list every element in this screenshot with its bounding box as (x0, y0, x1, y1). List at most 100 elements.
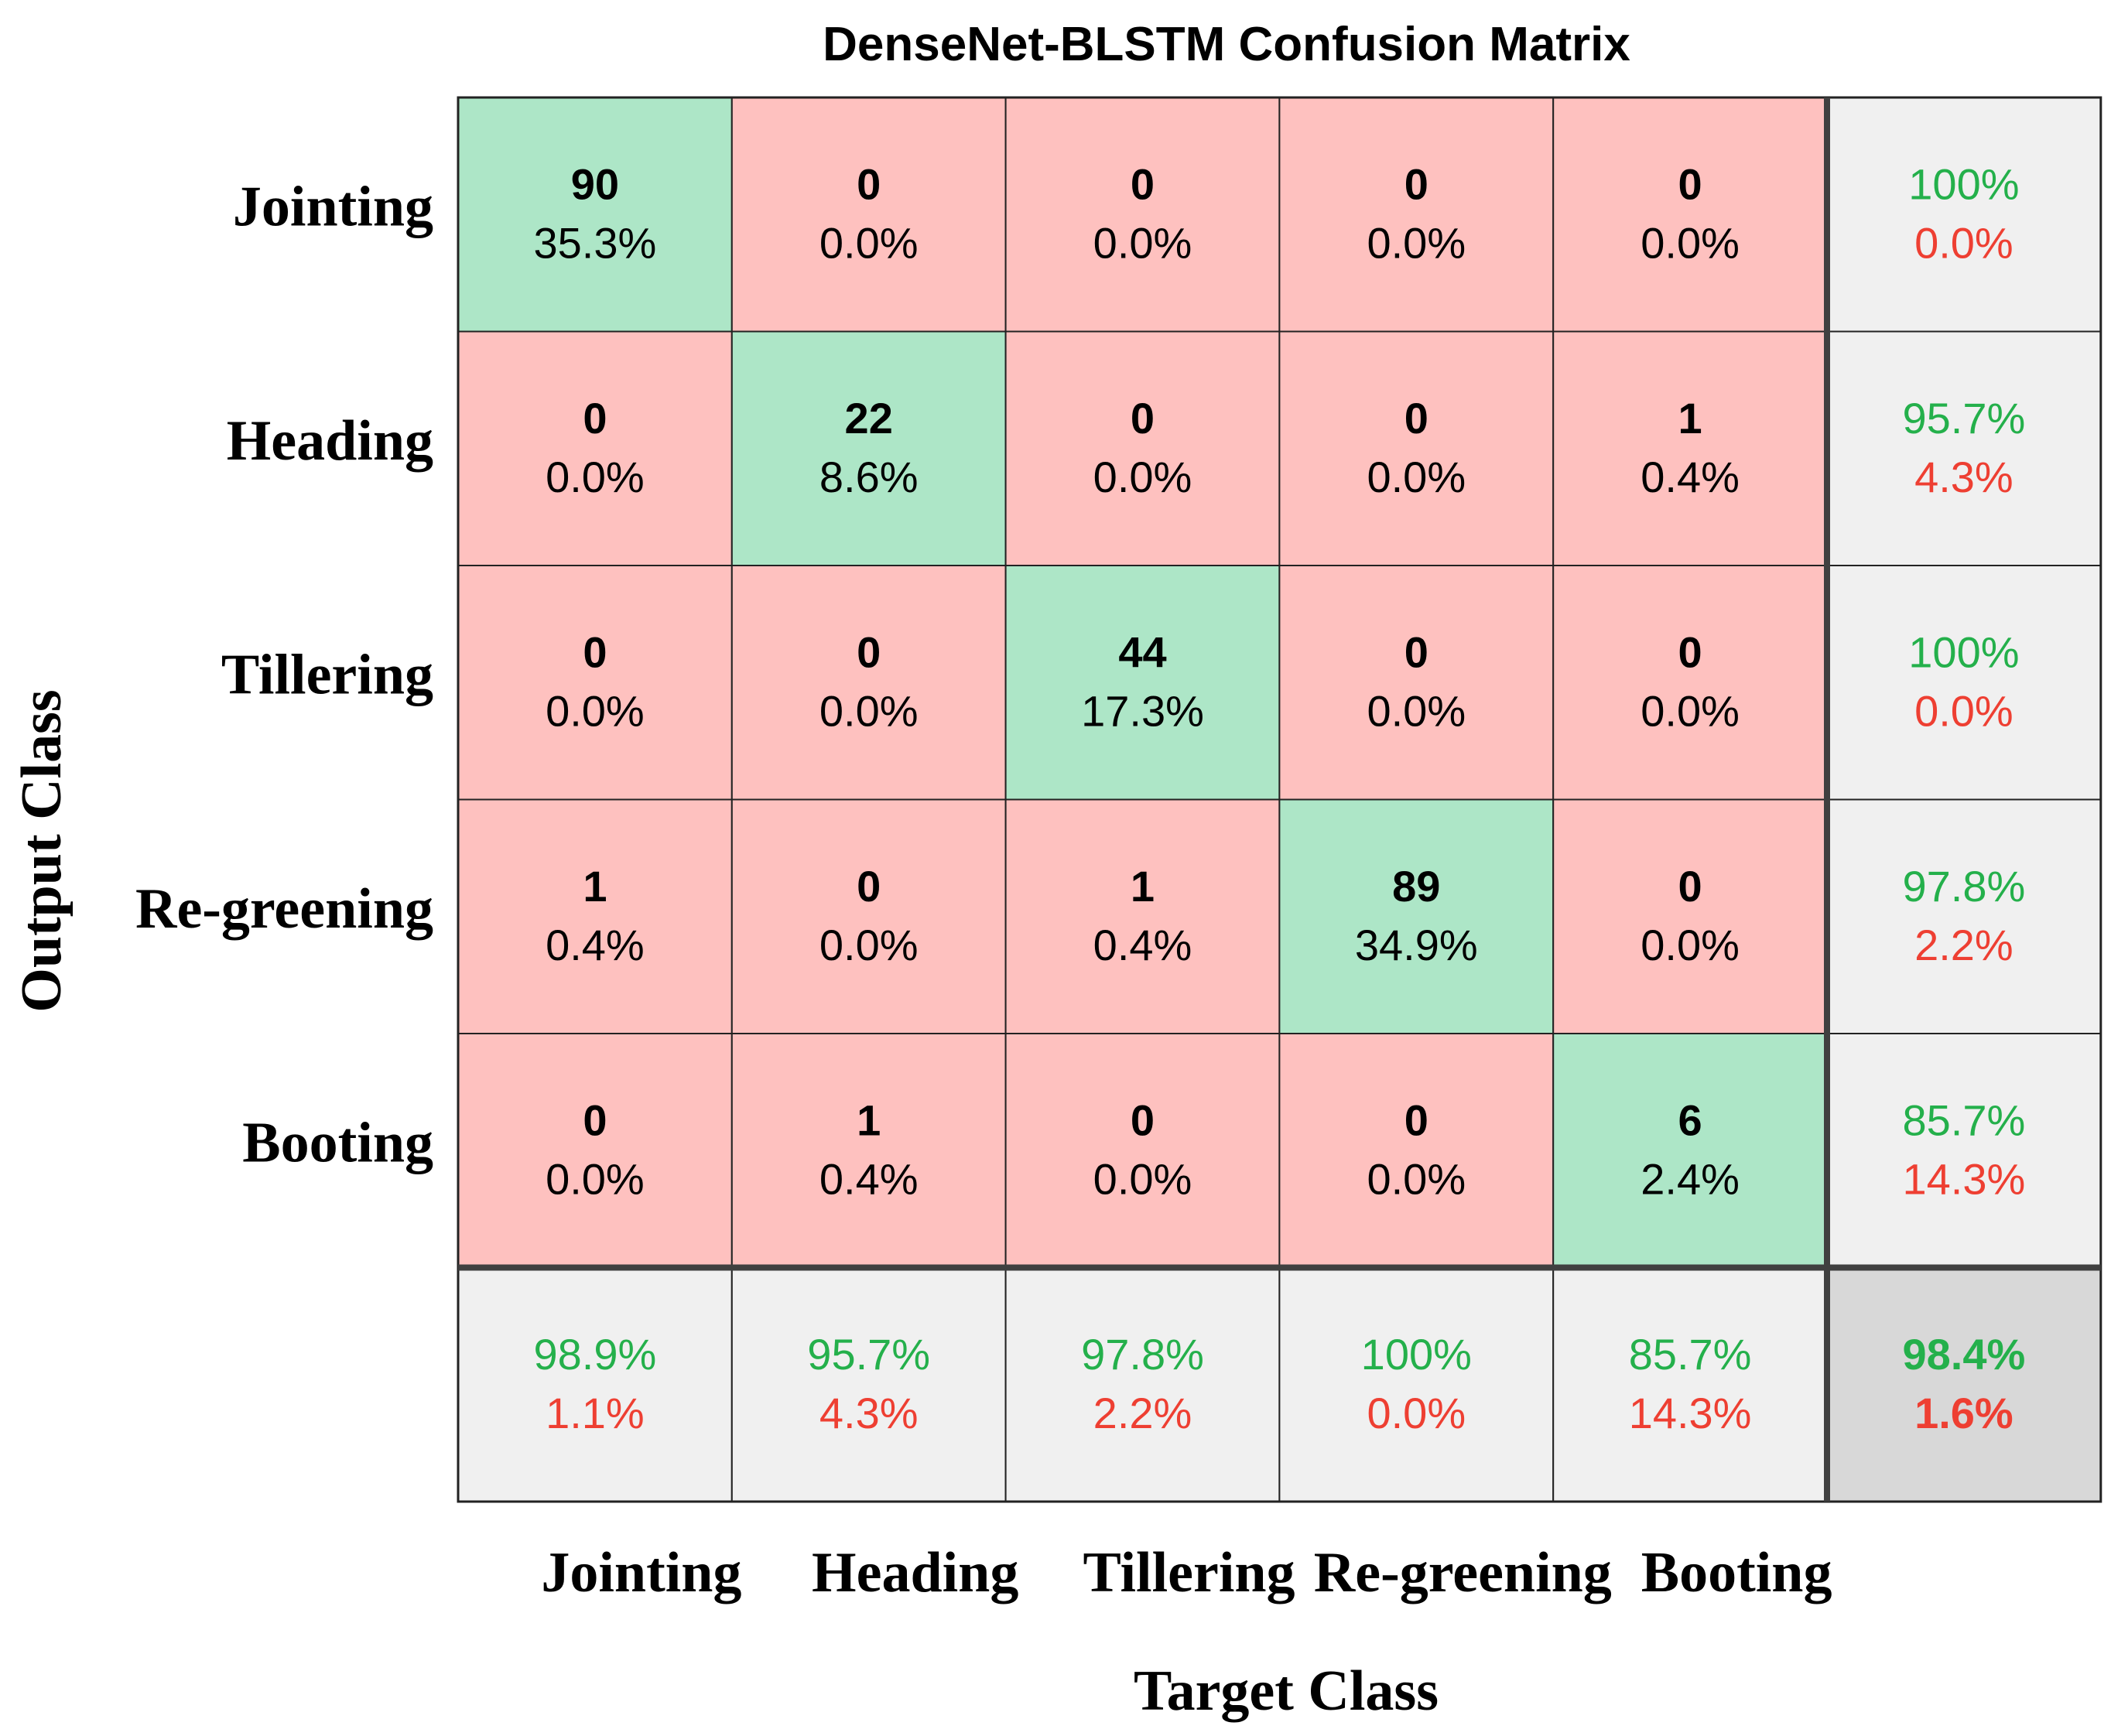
cell-percent-r0-c2: 0.0% (1093, 218, 1192, 267)
row-summary-error-2: 0.0% (1914, 686, 2013, 735)
matrix-border (457, 96, 2102, 1503)
cell-count-r3-c1: 0 (857, 862, 881, 911)
row-summary-error-1: 4.3% (1914, 453, 2013, 501)
matrix-cell-r2-c4 (1552, 565, 1828, 801)
cell-percent-r1-c1: 8.6% (819, 453, 919, 501)
row-summary-cell-3 (1826, 798, 2102, 1034)
column-label-4: Booting (1641, 1541, 1832, 1604)
cell-percent-r3-c3: 34.9% (1355, 921, 1478, 969)
cell-count-r4-c0: 0 (583, 1095, 607, 1144)
cell-count-r3-c3: 89 (1392, 862, 1440, 911)
cell-percent-r1-c3: 0.0% (1367, 453, 1466, 501)
cell-count-r0-c4: 0 (1678, 159, 1702, 208)
cell-count-r1-c0: 0 (583, 394, 607, 443)
column-summary-cell-0 (457, 1266, 733, 1502)
column-summary-cell-1 (730, 1266, 1007, 1502)
row-summary-error-3: 2.2% (1914, 921, 2013, 969)
matrix-cell-r4-c2 (1004, 1033, 1281, 1269)
matrix-cell-r4-c4 (1552, 1033, 1828, 1269)
cell-percent-r0-c1: 0.0% (819, 218, 919, 267)
matrix-cell-r3-c3 (1278, 798, 1555, 1034)
cell-count-r2-c3: 0 (1404, 627, 1428, 676)
matrix-cell-r0-c2 (1004, 97, 1281, 333)
cell-count-r4-c4: 6 (1678, 1095, 1702, 1144)
x-axis-title: Target Class (1134, 1659, 1439, 1723)
column-summary-error-4: 14.3% (1629, 1389, 1752, 1437)
cell-percent-r4-c1: 0.4% (819, 1154, 919, 1203)
matrix-cell-r0-c0 (457, 97, 733, 333)
matrix-cell-r1-c3 (1278, 330, 1555, 566)
cell-percent-r3-c0: 0.4% (546, 921, 645, 969)
matrix-cell-r0-c4 (1552, 97, 1828, 333)
row-summary-error-4: 14.3% (1903, 1154, 2026, 1203)
matrix-cell-r2-c0 (457, 565, 733, 801)
row-summary-cell-4 (1826, 1033, 2102, 1269)
row-label-4: Booting (242, 1111, 433, 1174)
cell-count-r2-c2: 44 (1118, 627, 1166, 676)
matrix-cell-r0-c1 (730, 97, 1007, 333)
cell-percent-r1-c4: 0.4% (1641, 453, 1740, 501)
matrix-cell-r4-c3 (1278, 1033, 1555, 1269)
cell-percent-r3-c1: 0.0% (819, 921, 919, 969)
cell-count-r0-c0: 90 (571, 159, 619, 208)
matrix-cell-r0-c3 (1278, 97, 1555, 333)
matrix-cell-r2-c1 (730, 565, 1007, 801)
cell-percent-r0-c0: 35.3% (534, 218, 657, 267)
matrix-cell-r3-c0 (457, 798, 733, 1034)
row-label-2: Tillering (221, 643, 433, 706)
cell-count-r1-c2: 0 (1131, 394, 1155, 443)
cell-count-r0-c1: 0 (857, 159, 881, 208)
column-label-1: Heading (812, 1541, 1018, 1604)
row-label-1: Heading (227, 409, 433, 473)
column-label-2: Tillering (1083, 1541, 1295, 1604)
row-summary-correct-2: 100% (1908, 627, 2019, 676)
cell-count-r4-c3: 0 (1404, 1095, 1428, 1144)
row-summary-correct-1: 95.7% (1903, 394, 2026, 443)
y-axis-title: Output Class (10, 689, 74, 1012)
matrix-cell-r1-c0 (457, 330, 733, 566)
column-summary-correct-0: 98.9% (534, 1330, 657, 1379)
row-summary-cell-2 (1826, 565, 2102, 801)
cell-percent-r2-c3: 0.0% (1367, 686, 1466, 735)
column-summary-correct-1: 95.7% (807, 1330, 930, 1379)
row-summary-cell-0 (1826, 97, 2102, 333)
cell-count-r1-c1: 22 (845, 394, 893, 443)
cell-percent-r4-c2: 0.0% (1093, 1154, 1192, 1203)
cell-percent-r3-c2: 0.4% (1093, 921, 1192, 969)
row-summary-correct-3: 97.8% (1903, 862, 2026, 911)
cell-percent-r4-c0: 0.0% (546, 1154, 645, 1203)
row-summary-correct-4: 85.7% (1903, 1095, 2026, 1144)
cell-count-r3-c2: 1 (1131, 862, 1155, 911)
cell-count-r0-c2: 0 (1131, 159, 1155, 208)
cell-count-r3-c4: 0 (1678, 862, 1702, 911)
cell-count-r3-c0: 1 (583, 862, 607, 911)
column-summary-error-1: 4.3% (819, 1389, 919, 1437)
column-summary-error-3: 0.0% (1367, 1389, 1466, 1437)
overall-error: 1.6% (1914, 1389, 2013, 1437)
column-summary-correct-3: 100% (1361, 1330, 1472, 1379)
cell-count-r4-c2: 0 (1131, 1095, 1155, 1144)
row-summary-error-0: 0.0% (1914, 218, 2013, 267)
column-summary-error-0: 1.1% (546, 1389, 645, 1437)
column-summary-correct-4: 85.7% (1629, 1330, 1752, 1379)
cell-count-r2-c1: 0 (857, 627, 881, 676)
overall-accuracy: 98.4% (1903, 1330, 2026, 1379)
column-label-3: Re-greening (1314, 1541, 1612, 1604)
overall-accuracy-cell (1826, 1266, 2102, 1502)
column-summary-cell-3 (1278, 1266, 1555, 1502)
matrix-cell-r3-c4 (1552, 798, 1828, 1034)
column-summary-correct-2: 97.8% (1081, 1330, 1204, 1379)
matrix-cell-r4-c1 (730, 1033, 1007, 1269)
matrix-cell-r3-c2 (1004, 798, 1281, 1034)
cell-percent-r0-c4: 0.0% (1641, 218, 1740, 267)
cell-percent-r2-c0: 0.0% (546, 686, 645, 735)
matrix-cell-r1-c2 (1004, 330, 1281, 566)
column-summary-error-2: 2.2% (1093, 1389, 1192, 1437)
cell-percent-r1-c2: 0.0% (1093, 453, 1192, 501)
column-summary-cell-4 (1552, 1266, 1828, 1502)
cell-percent-r2-c1: 0.0% (819, 686, 919, 735)
cell-count-r0-c3: 0 (1404, 159, 1428, 208)
target-class-labels: Jointing Heading Tillering Re-greening Booti… (541, 1541, 1832, 1604)
